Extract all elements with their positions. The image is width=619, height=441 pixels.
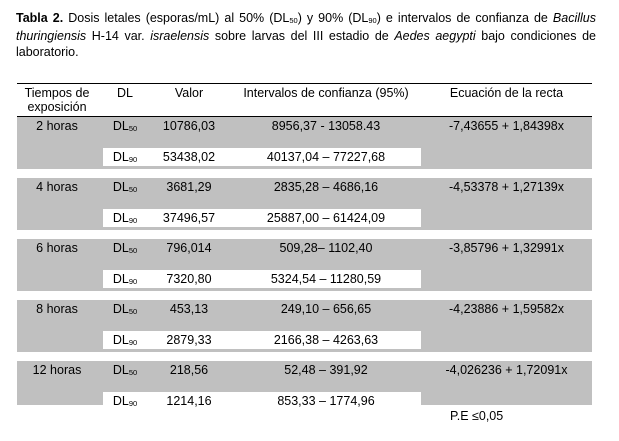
caption-variety: israelensis (150, 29, 210, 43)
dl-label: DL (112, 119, 129, 133)
table-header-rule (17, 116, 592, 117)
cell-ecuacion: -4,026236 + 1,72091x (445, 363, 568, 377)
dl-label: DL (112, 302, 129, 316)
dl-label: DL (112, 241, 129, 255)
cell-intervalo: 2166,38 – 4263,63 (273, 333, 379, 347)
cell-dl: DL90 (103, 270, 147, 290)
cell-valor: 453,13 (169, 302, 209, 316)
dl-subscript: 50 (128, 185, 138, 194)
cell-dl: DL90 (103, 209, 147, 229)
table-caption: Tabla 2. Dosis letales (esporas/mL) al 5… (16, 10, 596, 60)
cell-tiempo: 2 horas (36, 119, 78, 133)
cell-intervalo: 8956,37 - 13058.43 (271, 119, 381, 133)
caption-sub: 50 (289, 16, 298, 25)
dl-subscript: 90 (128, 216, 138, 225)
dl-subscript: 90 (128, 338, 138, 347)
caption-text: sobre larvas del III estadio de (209, 29, 395, 43)
dl-label: DL (112, 180, 129, 194)
dl-label: DL (112, 211, 129, 225)
cell-dl: DL90 (103, 331, 147, 351)
table-group: 8 horas -4,23886 + 1,59582x DL50 453,13 249,… (17, 300, 592, 352)
cell-ecuacion: -4,23886 + 1,59582x (448, 302, 565, 316)
dl-subscript: 50 (128, 246, 138, 255)
cell-intervalo: 40137,04 – 77227,68 (266, 150, 386, 164)
cell-valor: 3681,29 (166, 180, 212, 194)
dl-label: DL (112, 333, 129, 347)
table-group: 2 horas -7,43655 + 1,84398x DL50 10786,03 89… (17, 117, 592, 169)
header-tiempo: Tiempos de exposición (24, 86, 90, 114)
cell-valor: 10786,03 (162, 119, 216, 133)
row-highlight (103, 148, 421, 166)
caption-text: H-14 var. (86, 29, 151, 43)
row-highlight (103, 331, 421, 349)
cell-dl: DL90 (103, 392, 147, 412)
header-dl: DL (117, 86, 133, 100)
row-highlight (103, 270, 421, 288)
cell-dl: DL50 (103, 300, 147, 320)
table-group: 6 horas -3,85796 + 1,32991x DL50 796,014 509… (17, 239, 592, 291)
caption-target-species: Aedes aegypti (394, 29, 476, 43)
dl-subscript: 90 (128, 155, 138, 164)
cell-ecuacion: -4,53378 + 1,27139x (448, 180, 565, 194)
caption-species: Bacillus thuringiensis (16, 11, 596, 43)
cell-intervalo: 2835,28 – 4686,16 (273, 180, 379, 194)
cell-dl: DL50 (103, 117, 147, 137)
cell-dl: DL50 (103, 239, 147, 259)
dl-subscript: 50 (128, 307, 138, 316)
caption-label: Tabla 2. (16, 11, 64, 25)
cell-valor: 2879,33 (166, 333, 212, 347)
caption-text: ) y 90% (DL (297, 11, 369, 25)
caption-text: Dosis letales (esporas/mL) al 50% (DL (63, 11, 290, 25)
header-ecuacion: Ecuación de la recta (449, 86, 564, 100)
cell-valor: 218,56 (169, 363, 209, 377)
cell-intervalo: 52,48 – 391,92 (284, 363, 368, 377)
dl-label: DL (112, 394, 129, 408)
row-highlight (103, 209, 421, 227)
cell-valor: 1214,16 (166, 394, 212, 408)
cell-tiempo: 12 horas (32, 363, 82, 377)
caption-sub: 90 (368, 16, 377, 25)
cell-tiempo: 4 horas (36, 180, 78, 194)
cell-ecuacion: -7,43655 + 1,84398x (448, 119, 565, 133)
cell-valor: 796,014 (166, 241, 212, 255)
cell-dl: DL90 (103, 148, 147, 168)
cell-dl: DL50 (103, 178, 147, 198)
caption-text: bajo condiciones de laboratorio. (16, 29, 596, 59)
cell-valor: 37496,57 (162, 211, 216, 225)
significance-note: P.E ≤0,05 (450, 409, 504, 423)
cell-intervalo: 5324,54 – 11280,59 (270, 272, 382, 286)
cell-tiempo: 6 horas (36, 241, 78, 255)
header-intervalos: Intervalos de confianza (95%) (243, 86, 409, 100)
cell-valor: 7320,80 (166, 272, 212, 286)
dl-label: DL (112, 150, 129, 164)
table-group: 12 horas -4,026236 + 1,72091x DL50 218,56 52… (17, 361, 592, 410)
cell-intervalo: 25887,00 – 61424,09 (266, 211, 386, 225)
cell-intervalo: 853,33 – 1774,96 (277, 394, 375, 408)
table-top-rule (17, 83, 592, 84)
cell-intervalo: 509,28– 1102,40 (279, 241, 373, 255)
header-valor: Valor (174, 86, 204, 100)
row-highlight (103, 392, 421, 410)
cell-tiempo: 8 horas (36, 302, 78, 316)
dl-subscript: 50 (128, 368, 138, 377)
cell-dl: DL50 (103, 361, 147, 381)
data-table: Tiempos de exposición DL Valor Intervalo… (17, 83, 592, 415)
dl-subscript: 90 (128, 399, 138, 408)
dl-label: DL (112, 272, 129, 286)
cell-valor: 53438,02 (162, 150, 216, 164)
table-header: Tiempos de exposición DL Valor Intervalo… (17, 84, 592, 116)
dl-subscript: 50 (128, 124, 138, 133)
table-group: 4 horas -4,53378 + 1,27139x DL50 3681,29 283… (17, 178, 592, 230)
cell-intervalo: 249,10 – 656,65 (280, 302, 372, 316)
cell-ecuacion: -3,85796 + 1,32991x (448, 241, 565, 255)
dl-label: DL (112, 363, 129, 377)
dl-subscript: 90 (128, 277, 138, 286)
caption-text: ) e intervalos de confianza de (376, 11, 553, 25)
